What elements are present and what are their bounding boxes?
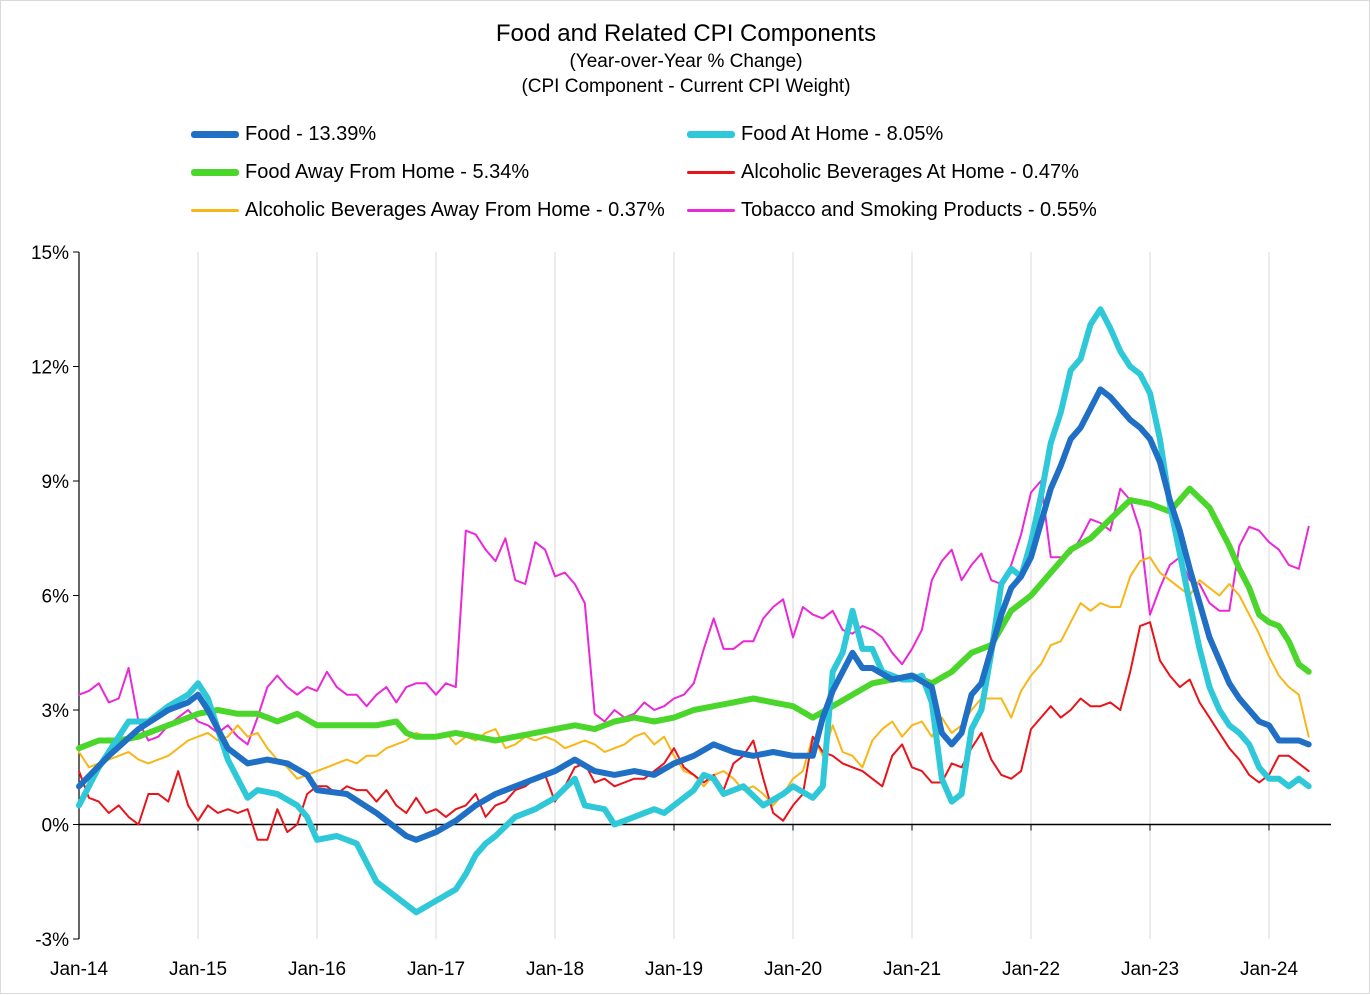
legend-swatch-food-away xyxy=(191,169,239,176)
legend-label-food-at-home: Food At Home - 8.05% xyxy=(741,123,944,145)
x-tick-label-jan-17: Jan-17 xyxy=(407,959,465,980)
x-tick-label-jan-15: Jan-15 xyxy=(169,959,227,980)
legend-label-tobacco: Tobacco and Smoking Products - 0.55% xyxy=(741,199,1097,221)
x-tick-label-jan-14: Jan-14 xyxy=(50,959,109,980)
y-tick-label-2: 3% xyxy=(42,701,70,722)
legend-swatch-food xyxy=(191,131,239,138)
x-tick-label-jan-21: Jan-21 xyxy=(883,959,941,980)
y-tick-label-4: 9% xyxy=(42,472,70,493)
x-tick-label-jan-16: Jan-16 xyxy=(288,959,346,980)
legend-item-alc-home: Alcoholic Beverages At Home - 0.47% xyxy=(687,161,1079,184)
chart-title: Food and Related CPI Components xyxy=(495,20,877,47)
chart-subtitle-1: (Year-over-Year % Change) xyxy=(569,51,803,72)
legend-item-tobacco: Tobacco and Smoking Products - 0.55% xyxy=(687,199,1097,222)
series-line-food-away xyxy=(76,485,1312,752)
x-tick-label-jan-20: Jan-20 xyxy=(764,959,822,980)
legend-item-food-at-home: Food At Home - 8.05% xyxy=(687,123,943,146)
y-tick-label-5: 12% xyxy=(31,358,69,379)
series-line-food xyxy=(76,386,1312,843)
x-tick-label-jan-23: Jan-23 xyxy=(1121,959,1179,980)
legend-label-alc-home: Alcoholic Beverages At Home - 0.47% xyxy=(741,161,1079,183)
y-tick-label-1: 0% xyxy=(42,816,70,837)
y-tick-label-6: 15% xyxy=(31,243,69,264)
legend-item-alc-away: Alcoholic Beverages Away From Home - 0.3… xyxy=(191,199,665,222)
legend-label-food: Food - 13.39% xyxy=(245,123,377,145)
legend-item-food-away: Food Away From Home - 5.34% xyxy=(191,161,529,184)
chart-title-block: Food and Related CPI Components (Year-ov… xyxy=(1,19,1370,99)
x-tick-label-jan-24: Jan-24 xyxy=(1240,959,1299,980)
legend-swatch-food-at-home xyxy=(687,131,735,138)
series-line-food-at-home xyxy=(76,306,1312,916)
legend-swatch-alc-away xyxy=(191,209,239,212)
x-tick-label-jan-22: Jan-22 xyxy=(1002,959,1060,980)
x-tick-label-jan-19: Jan-19 xyxy=(645,959,703,980)
chart-subtitle-2: (CPI Component - Current CPI Weight) xyxy=(521,76,851,97)
series-line-alc-home xyxy=(78,621,1310,841)
legend-swatch-alc-home xyxy=(687,171,735,174)
x-tick-label-jan-18: Jan-18 xyxy=(526,959,584,980)
y-tick-label-3: 6% xyxy=(42,587,70,608)
y-tick-label-0: -3% xyxy=(35,930,69,951)
legend-item-food: Food - 13.39% xyxy=(191,123,376,146)
legend-label-food-away: Food Away From Home - 5.34% xyxy=(245,161,530,183)
legend-label-alc-away: Alcoholic Beverages Away From Home - 0.3… xyxy=(245,199,665,221)
legend-swatch-tobacco xyxy=(687,209,735,212)
series-line-tobacco xyxy=(78,480,1310,746)
